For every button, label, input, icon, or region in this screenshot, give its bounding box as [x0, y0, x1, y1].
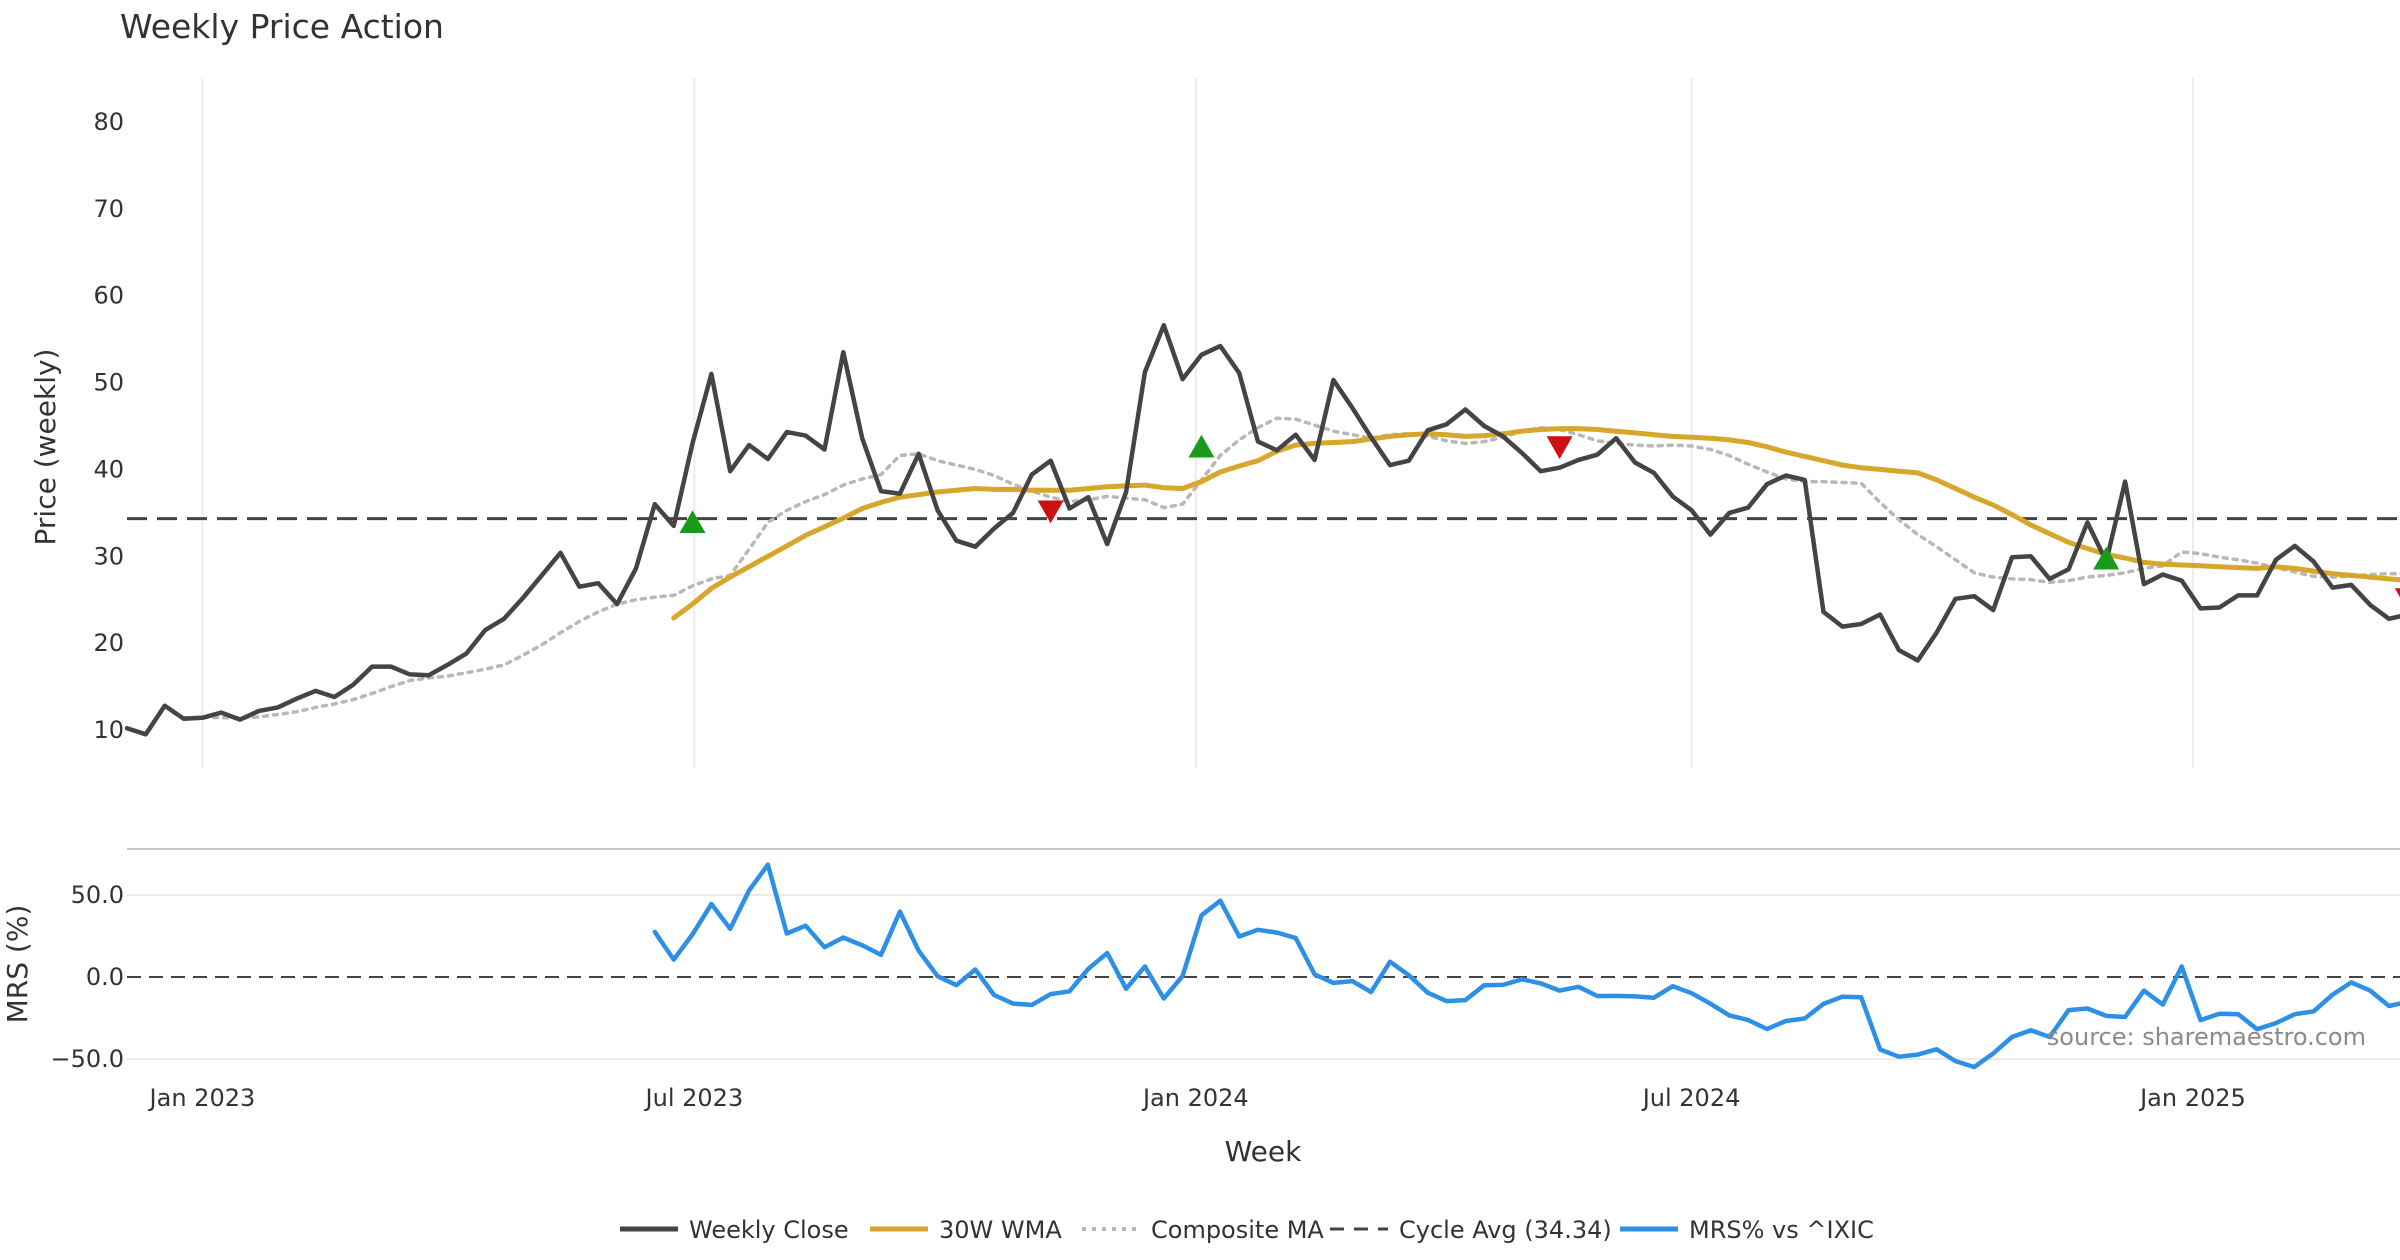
x-tick-label: Jan 2025 [2138, 1084, 2246, 1112]
legend-label: Weekly Close [689, 1216, 849, 1244]
legend-label: 30W WMA [939, 1216, 1062, 1244]
price-y-tick-label: 10 [93, 716, 124, 744]
price-y-tick-label: 40 [93, 455, 124, 483]
chart-legend: Weekly Close 30W WMA Composite MA Cycle Avg… [620, 1216, 1874, 1244]
price-y-tick-label: 20 [93, 629, 124, 657]
price-panel-y-ticks: 10 20 30 40 50 60 70 80 [93, 108, 124, 744]
legend-label: MRS% vs ^IXIC [1689, 1216, 1874, 1244]
x-axis-ticks: Jan 2023 Jul 2023 Jan 2024 Jul 2024 Jan 2025… [148, 1084, 2246, 1112]
x-tick-label: Jul 2023 [644, 1084, 744, 1112]
legend-label: Composite MA [1151, 1216, 1324, 1244]
buy-signal-marker [1188, 434, 1215, 458]
price-panel-series [124, 322, 2400, 737]
price-panel-gridlines [201, 78, 2194, 768]
price-y-tick-label: 30 [93, 542, 124, 570]
x-tick-label: Jan 2023 [148, 1084, 256, 1112]
x-axis-label: Week [1225, 1135, 1302, 1168]
series-composite-ma-line [181, 416, 2400, 720]
price-y-tick-label: 80 [93, 108, 124, 136]
price-y-tick-label: 70 [93, 195, 124, 223]
series-30w-wma-line [671, 426, 2400, 621]
legend-label: Cycle Avg (34.34) [1399, 1216, 1612, 1244]
x-tick-label: Jan 2024 [1141, 1084, 1249, 1112]
mrs-panel-y-ticks: 50.0 0.0 −50.0 [50, 881, 124, 1073]
mrs-y-tick-label: −50.0 [50, 1045, 124, 1073]
price-y-axis-label: Price (weekly) [29, 349, 62, 546]
source-annotation: source: sharemaestro.com [2047, 1023, 2366, 1051]
sell-signal-marker [1037, 500, 1064, 524]
sell-signal-marker [2394, 588, 2400, 598]
mrs-y-tick-label: 50.0 [71, 881, 124, 909]
price-y-tick-label: 50 [93, 369, 124, 397]
mrs-y-axis-label: MRS (%) [1, 905, 34, 1024]
x-tick-label: Jul 2024 [1641, 1084, 1741, 1112]
sell-signal-marker [1546, 436, 1573, 459]
mrs-panel-series [652, 862, 2400, 1070]
chart-title: Weekly Price Action [120, 7, 444, 46]
price-y-tick-label: 60 [93, 282, 124, 310]
buy-signal-marker [2093, 546, 2120, 570]
series-weekly-close-line [124, 322, 2400, 737]
series-mrs-line [652, 862, 2400, 1070]
mrs-panel-gridlines [127, 894, 2400, 1060]
mrs-y-tick-label: 0.0 [86, 963, 124, 991]
price-panel-signal-markers [679, 434, 2400, 598]
buy-signal-marker [679, 510, 706, 534]
